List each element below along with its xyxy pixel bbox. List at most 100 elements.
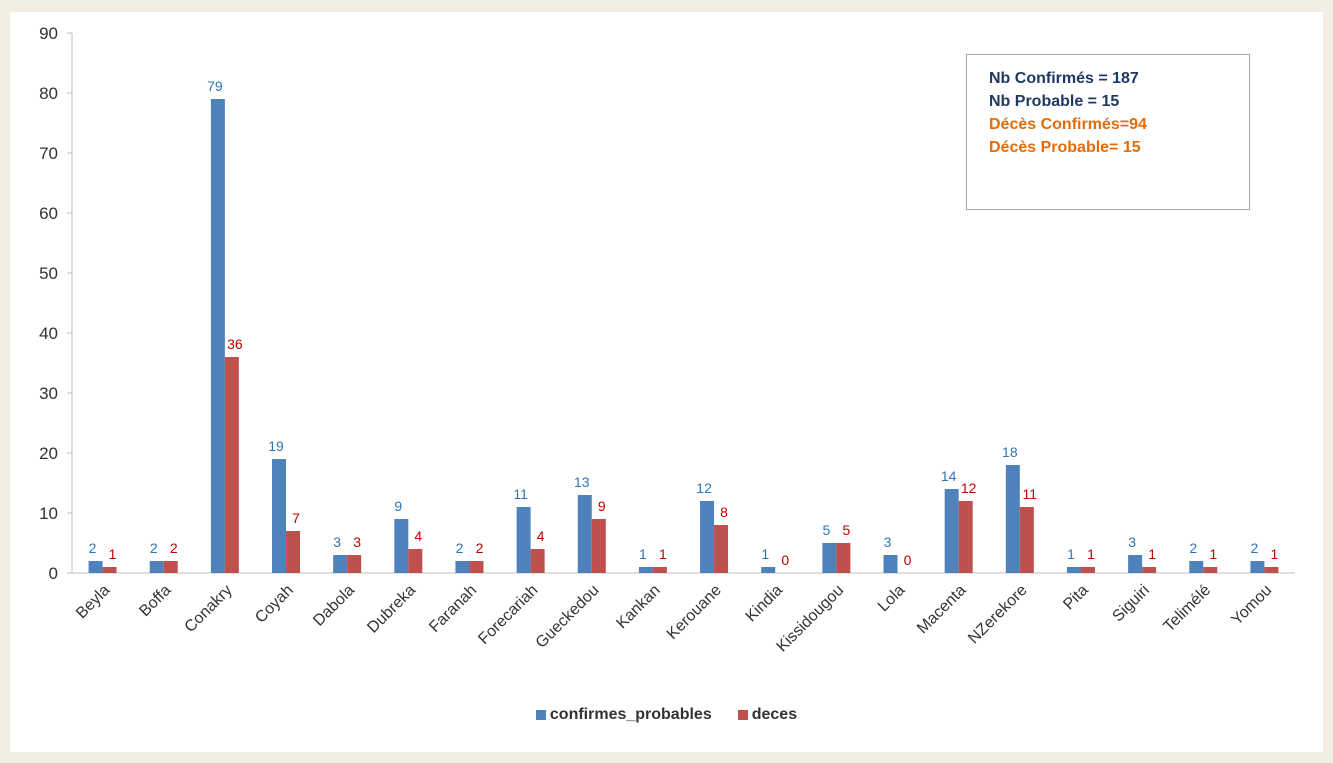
x-category-label: Kindia <box>743 582 787 626</box>
data-label-deces: 2 <box>476 540 484 556</box>
x-category-label: Telimélé <box>1161 582 1215 636</box>
data-label-deces: 4 <box>537 528 545 544</box>
data-label-confirmes_probables: 18 <box>1002 444 1018 460</box>
data-label-confirmes_probables: 3 <box>1128 534 1136 550</box>
bar-confirmes_probables <box>394 519 409 573</box>
data-label-confirmes_probables: 2 <box>1251 540 1259 556</box>
bar-confirmes_probables <box>1005 465 1020 573</box>
bar-confirmes_probables <box>88 561 103 573</box>
legend-swatch-confirmes <box>535 710 546 720</box>
bar-deces <box>224 357 239 573</box>
bar-confirmes_probables <box>1066 567 1081 573</box>
bar-confirmes_probables <box>1250 561 1265 573</box>
legend-swatch-deces <box>737 710 748 720</box>
bar-deces <box>958 501 973 573</box>
data-label-deces: 5 <box>842 522 850 538</box>
data-label-deces: 12 <box>961 480 977 496</box>
chart-panel: 0 10 20 30 40 50 60 70 80 90 2 1 Beyla 2 2 Boffa 79 36 Con… <box>10 12 1323 752</box>
summary-line-confirmed: Nb Confirmés = 187 <box>989 70 1139 87</box>
y-tick-label: 70 <box>39 144 58 163</box>
summary-line-deaths-probable: Décès Probable= 15 <box>989 139 1141 156</box>
bar-confirmes_probables <box>516 507 531 573</box>
x-category-label: Forecariah <box>475 582 541 648</box>
x-category-label: Pita <box>1060 582 1092 614</box>
summary-line-probable: Nb Probable = 15 <box>989 93 1120 110</box>
data-label-confirmes_probables: 79 <box>207 78 223 94</box>
legend: confirmes_probables deces <box>10 706 1323 724</box>
bar-confirmes_probables <box>1128 555 1143 573</box>
data-label-confirmes_probables: 1 <box>1067 546 1075 562</box>
x-category-label: Faranah <box>426 582 480 636</box>
y-tick-label: 50 <box>39 264 58 283</box>
data-label-confirmes_probables: 19 <box>268 438 284 454</box>
data-label-deces: 1 <box>1148 546 1156 562</box>
summary-box: Nb Confirmés = 187 Nb Probable = 15 Décè… <box>966 54 1250 210</box>
data-label-deces: 1 <box>659 546 667 562</box>
bar-deces <box>1019 507 1034 573</box>
bar-deces <box>1080 567 1095 573</box>
bar-deces <box>286 531 301 573</box>
x-category-label: Boffa <box>136 582 174 620</box>
data-label-deces: 2 <box>170 540 178 556</box>
data-label-confirmes_probables: 13 <box>574 474 590 490</box>
data-label-deces: 1 <box>109 546 117 562</box>
y-tick-label: 40 <box>39 324 58 343</box>
legend-label-confirmes: confirmes_probables <box>549 706 712 723</box>
bar-confirmes_probables <box>149 561 164 573</box>
data-label-deces: 0 <box>781 552 789 568</box>
y-tick-label: 80 <box>39 84 58 103</box>
bar-deces <box>469 561 484 573</box>
data-label-confirmes_probables: 5 <box>822 522 830 538</box>
x-category-label: Kerouane <box>664 582 725 643</box>
data-label-deces: 11 <box>1023 486 1038 502</box>
bar-confirmes_probables <box>455 561 470 573</box>
bar-deces <box>1203 567 1218 573</box>
data-label-deces: 4 <box>414 528 422 544</box>
bar-confirmes_probables <box>761 567 776 573</box>
bar-confirmes_probables <box>333 555 348 573</box>
bar-deces <box>530 549 545 573</box>
data-label-confirmes_probables: 2 <box>89 540 97 556</box>
y-tick-label: 20 <box>39 444 58 463</box>
bar-confirmes_probables <box>210 99 225 573</box>
x-category-label: Dubreka <box>364 582 419 637</box>
x-category-label: Kankan <box>613 582 663 632</box>
data-label-deces: 9 <box>598 498 606 514</box>
data-label-deces: 7 <box>292 510 300 526</box>
y-tick-label: 10 <box>39 504 58 523</box>
legend-item-deces: deces <box>737 706 798 724</box>
data-label-deces: 8 <box>720 504 728 520</box>
x-category-label: Lola <box>875 582 908 615</box>
legend-label-deces: deces <box>751 706 798 723</box>
x-category-label: Coyah <box>252 582 297 627</box>
data-label-confirmes_probables: 2 <box>1189 540 1197 556</box>
bar-deces <box>652 567 667 573</box>
x-category-label: Beyla <box>73 582 113 622</box>
bar-deces <box>591 519 606 573</box>
bar-confirmes_probables <box>883 555 898 573</box>
bar-deces <box>347 555 362 573</box>
bar-deces <box>714 525 729 573</box>
data-label-confirmes_probables: 11 <box>513 486 528 502</box>
data-label-confirmes_probables: 3 <box>333 534 341 550</box>
y-tick-label: 60 <box>39 204 58 223</box>
bar-deces <box>836 543 851 573</box>
data-label-deces: 1 <box>1271 546 1279 562</box>
bar-deces <box>1264 567 1279 573</box>
bar-confirmes_probables <box>822 543 837 573</box>
bar-deces <box>163 561 178 573</box>
x-category-label: Yomou <box>1228 582 1275 629</box>
bar-confirmes_probables <box>944 489 959 573</box>
legend-item-confirmes: confirmes_probables <box>535 706 712 724</box>
x-category-label: Conakry <box>182 582 236 636</box>
y-tick-label: 30 <box>39 384 58 403</box>
bar-confirmes_probables <box>700 501 715 573</box>
y-tick-label: 90 <box>39 24 58 43</box>
bar-deces <box>408 549 423 573</box>
data-label-deces: 3 <box>353 534 361 550</box>
data-label-deces: 0 <box>904 552 912 568</box>
y-tick-label: 0 <box>49 564 58 583</box>
x-category-label: Gueckedou <box>533 582 603 652</box>
bar-deces <box>102 567 117 573</box>
